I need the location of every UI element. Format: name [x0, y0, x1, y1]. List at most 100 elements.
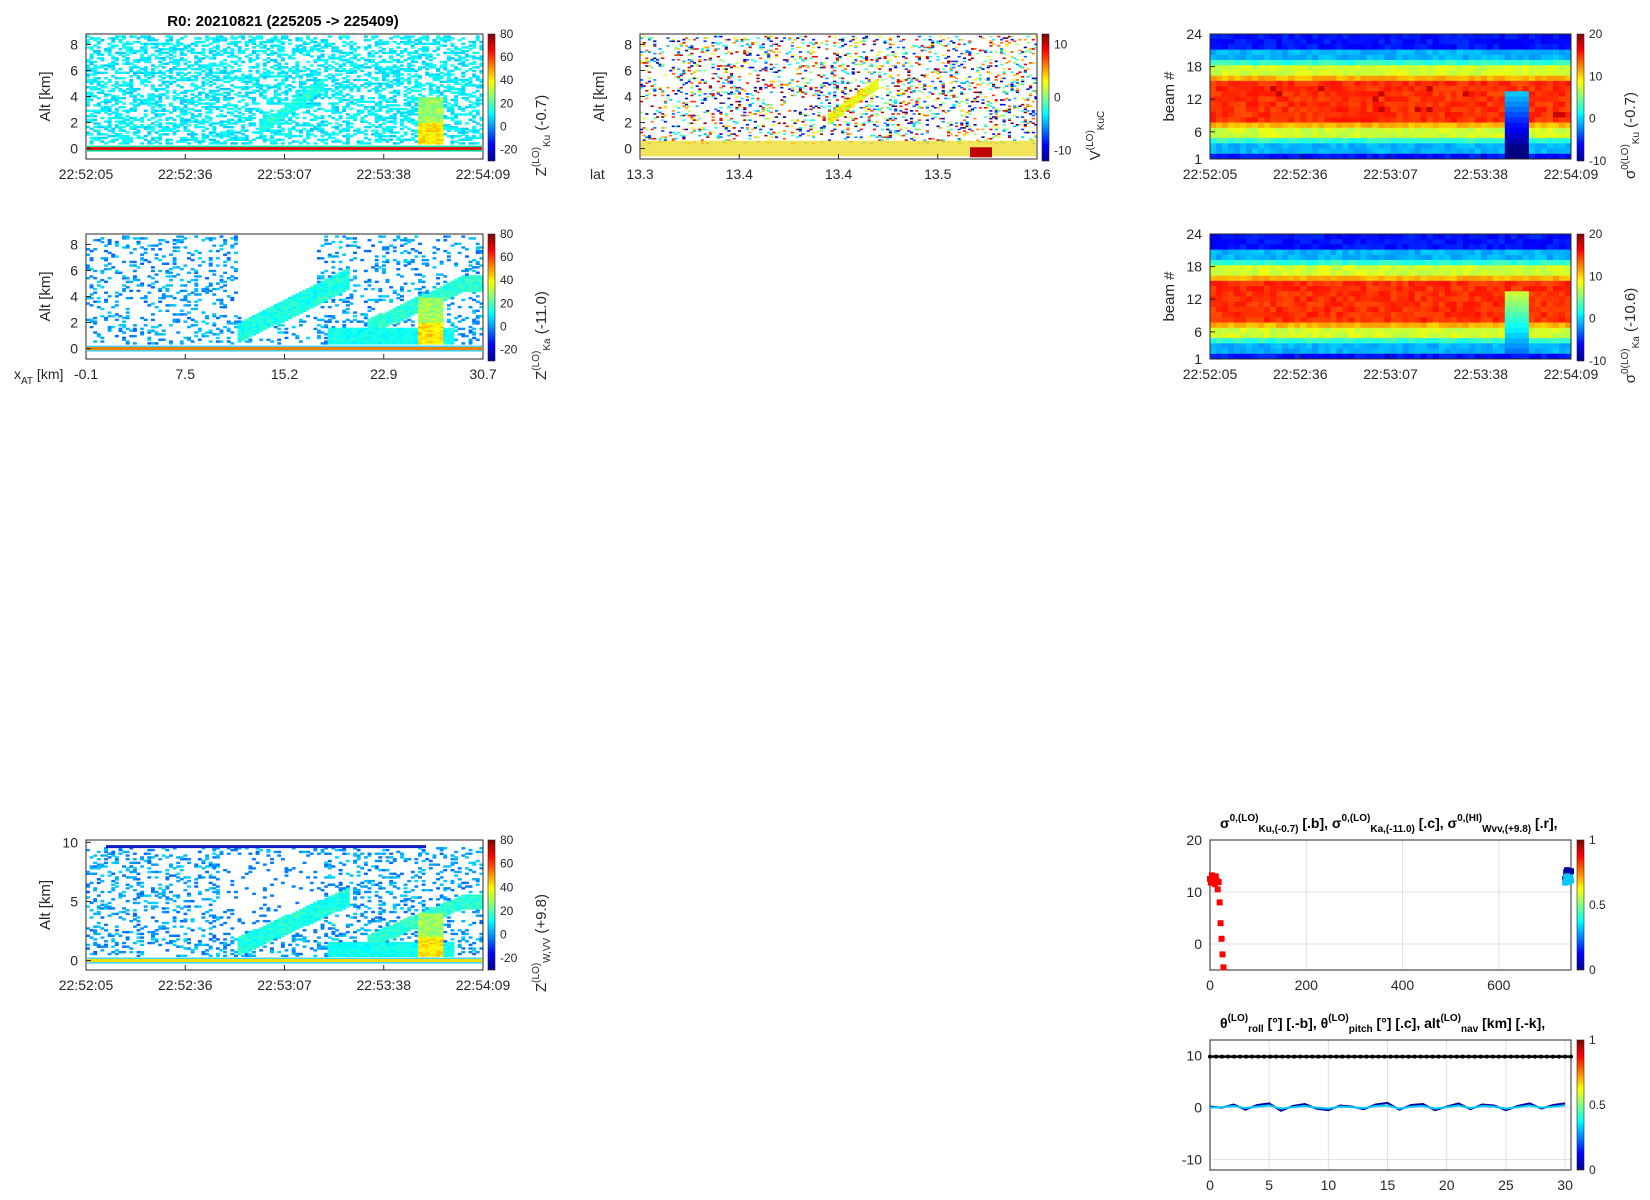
heatmap-cell — [136, 118, 141, 122]
heatmap-cell — [187, 111, 191, 114]
heatmap-cell — [165, 116, 170, 120]
heatmap-cell — [785, 60, 789, 63]
heatmap-cell — [915, 102, 919, 104]
heatmap-cell — [212, 105, 217, 109]
heatmap-cell — [790, 86, 795, 89]
heatmap-cell — [909, 79, 914, 81]
heatmap-cell — [414, 134, 419, 138]
heatmap-cell — [219, 87, 224, 91]
heatmap-cell — [944, 94, 948, 97]
heatmap-cell — [252, 100, 256, 103]
heatmap-cell — [436, 120, 440, 123]
heatmap-cell — [316, 58, 321, 62]
heatmap-cell — [912, 77, 916, 80]
heatmap-cell — [716, 134, 720, 137]
x-tick-label: 22:52:36 — [158, 166, 213, 182]
heatmap-cell — [464, 46, 469, 49]
heatmap-cell — [89, 86, 94, 89]
heatmap-cell — [324, 133, 329, 136]
heatmap-cell — [143, 69, 148, 73]
heatmap-cell — [360, 111, 365, 114]
heatmap-cell — [150, 138, 155, 141]
heatmap-cell — [407, 138, 412, 141]
heatmap-cell — [96, 87, 101, 91]
heatmap-cell — [1023, 99, 1027, 101]
heatmap-cell — [677, 125, 681, 128]
heatmap-cell — [479, 78, 484, 82]
heatmap-cell — [973, 106, 977, 109]
heatmap-cell — [244, 77, 249, 80]
heatmap-cell — [872, 134, 877, 137]
heatmap-cell — [446, 78, 451, 82]
heatmap-cell — [93, 115, 98, 118]
heatmap-cell — [870, 82, 874, 85]
heatmap-cell — [716, 80, 720, 83]
heatmap-cell — [302, 98, 307, 102]
heatmap-cell — [233, 109, 238, 113]
heatmap-cell — [161, 125, 166, 129]
heatmap-cell — [472, 66, 477, 69]
heatmap-cell — [381, 73, 386, 76]
heatmap-cell — [989, 120, 993, 123]
heatmap-cell — [772, 51, 776, 53]
heatmap-cell — [331, 55, 336, 58]
heatmap-cell — [143, 48, 148, 51]
heatmap-cell — [183, 53, 188, 56]
heatmap-cell — [125, 48, 130, 51]
heatmap-cell — [472, 105, 477, 109]
heatmap-cell — [962, 119, 967, 121]
heatmap-cell — [371, 77, 376, 80]
heatmap-cell — [653, 57, 657, 60]
heatmap-cell — [187, 71, 191, 74]
heatmap-cell — [450, 51, 455, 55]
heatmap-cell — [132, 124, 137, 127]
heatmap-cell — [161, 66, 166, 69]
heatmap-cell — [909, 110, 914, 112]
heatmap-cell — [407, 111, 412, 114]
heatmap-cell — [183, 98, 188, 102]
heatmap-cell — [179, 53, 184, 56]
heatmap-cell — [960, 124, 964, 126]
heatmap-cell — [291, 134, 296, 138]
heatmap-cell — [1026, 131, 1030, 134]
heatmap-cell — [669, 131, 673, 134]
heatmap-cell — [414, 96, 419, 100]
heatmap-cell — [436, 77, 440, 80]
heatmap-cell — [751, 97, 755, 100]
heatmap-cell — [96, 53, 101, 56]
heatmap-cell — [226, 134, 231, 138]
heatmap-cell — [122, 102, 126, 105]
heatmap-cell — [968, 54, 972, 56]
heatmap-cell — [722, 91, 726, 94]
heatmap-cell — [891, 113, 895, 115]
heatmap-cell — [439, 102, 444, 105]
heatmap-cell — [920, 113, 924, 115]
heatmap-cell — [122, 125, 126, 129]
heatmap-cell — [259, 127, 264, 131]
heatmap-cell — [407, 51, 412, 55]
heatmap-cell — [843, 103, 847, 106]
heatmap-cell — [212, 98, 217, 102]
heatmap-cell — [295, 64, 300, 67]
heatmap-cell — [854, 60, 858, 63]
heatmap-cell — [356, 129, 361, 132]
heatmap-cell — [461, 80, 466, 84]
heatmap-cell — [793, 59, 797, 61]
heatmap-cell — [428, 64, 433, 67]
heatmap-cell — [727, 77, 731, 80]
heatmap-cell — [316, 104, 321, 107]
heatmap-cell — [241, 125, 246, 129]
heatmap-cell — [118, 96, 123, 100]
heatmap-cell — [306, 105, 311, 109]
heatmap-cell — [255, 77, 260, 80]
heatmap-cell — [854, 122, 858, 125]
heatmap-cell — [104, 111, 108, 114]
heatmap-cell — [418, 113, 422, 116]
heatmap-cell — [677, 59, 681, 61]
heatmap-cell — [846, 72, 850, 75]
heatmap-cell — [907, 122, 911, 125]
heatmap-cell — [1023, 125, 1027, 128]
heatmap-cell — [295, 73, 300, 76]
heatmap-cell — [302, 91, 307, 94]
heatmap-cell — [846, 102, 850, 105]
